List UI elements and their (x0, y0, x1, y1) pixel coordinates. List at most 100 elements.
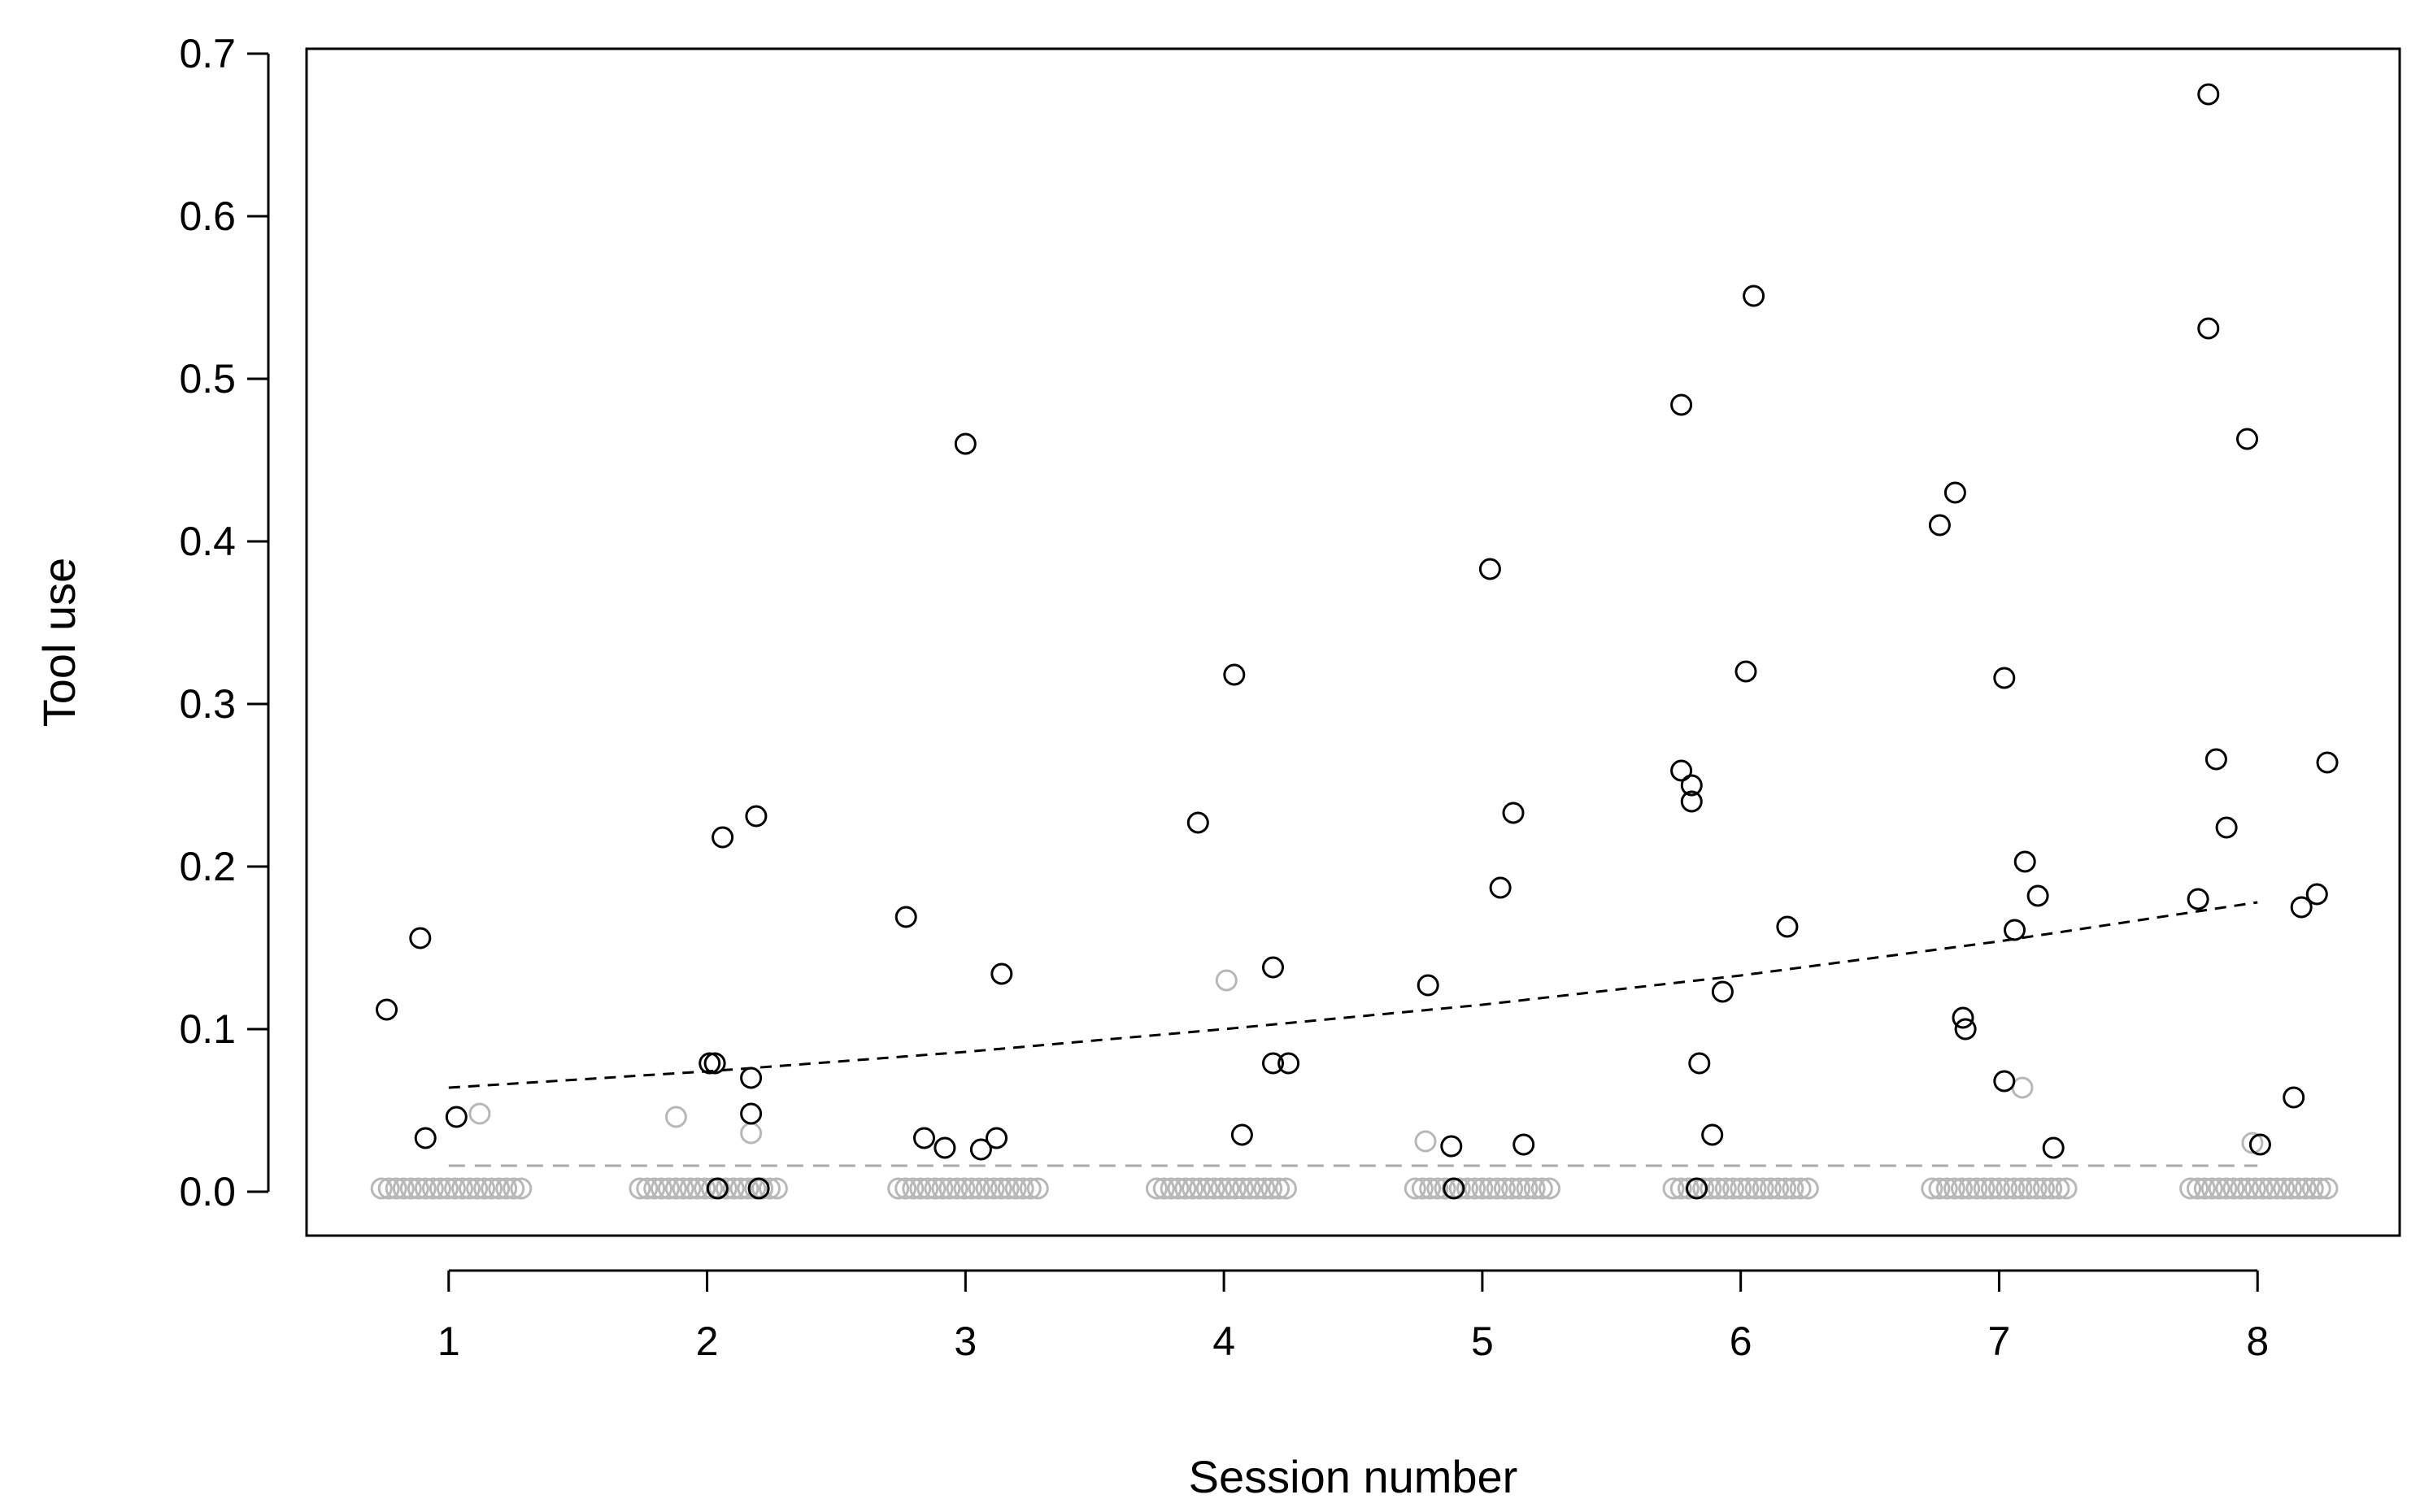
black-data-point (1954, 1018, 1977, 1041)
gray-zero-point (651, 1177, 672, 1200)
gray-zero-point (2179, 1177, 2202, 1200)
gray-zero-point (1146, 1177, 1168, 1200)
gray-zero-point (2040, 1177, 2063, 1200)
gray-zero-point (1692, 1177, 1715, 1200)
y-axis: 0.0 0.1 0.2 0.3 0.4 0.5 0.6 0.7 (179, 31, 270, 1214)
gray-zero-point (664, 1177, 687, 1200)
y-tick-label: 0.3 (179, 681, 236, 727)
gray-zero-point (1700, 1177, 1722, 1200)
gray-data-point (664, 1106, 687, 1128)
gray-zero-point (1004, 1177, 1027, 1200)
black-data-point (1670, 393, 1693, 416)
black-data-point (1943, 481, 1966, 504)
x-tick-label: 3 (954, 1319, 977, 1364)
gray-zero-point (1669, 1177, 1692, 1200)
gray-zero-point (1523, 1177, 1546, 1200)
x-tick-label: 5 (1471, 1319, 1494, 1364)
gray-zero-point (729, 1177, 752, 1200)
gray-zero-point (1246, 1177, 1269, 1200)
gray-zero-point (2309, 1177, 2331, 1200)
gray-zero-point (1174, 1177, 1197, 1200)
black-data-point (1440, 1135, 1463, 1158)
black-data-point (1512, 1133, 1535, 1156)
black-data-point (2290, 896, 2313, 919)
x-tick-label: 1 (437, 1319, 460, 1364)
gray-zero-point (938, 1177, 961, 1200)
gray-zero-point (694, 1177, 716, 1200)
black-data-point (409, 927, 432, 949)
black-data-point (740, 1067, 763, 1089)
gray-zero-point (1195, 1177, 1218, 1200)
y-tick-label: 0.0 (179, 1169, 236, 1214)
gray-zero-point (643, 1177, 666, 1200)
gray-zero-point (481, 1177, 503, 1200)
black-data-point (2316, 751, 2339, 774)
gray-zero-point (953, 1177, 976, 1200)
gray-zero-point (1471, 1177, 1494, 1200)
gray-zero-point (1253, 1177, 1276, 1200)
gray-zero-point (982, 1177, 1005, 1200)
gray-zero-point (1026, 1177, 1049, 1200)
gray-zero-point (1238, 1177, 1261, 1200)
black-data-point (1186, 811, 1209, 834)
black-data-point (2236, 428, 2258, 450)
gray-data-point (468, 1102, 491, 1125)
gray-zero-point (1225, 1177, 1247, 1200)
black-data-point (2283, 1086, 2305, 1109)
gray-zero-point (1943, 1177, 1965, 1200)
gray-zero-point (975, 1177, 998, 1200)
gray-zero-point (2215, 1177, 2238, 1200)
gray-zero-point (887, 1177, 910, 1200)
gray-zero-point (1434, 1177, 1456, 1200)
black-data-point (2248, 1133, 2271, 1156)
gray-zero-point (2048, 1177, 2070, 1200)
x-tick-label: 2 (696, 1319, 719, 1364)
gray-zero-point (2193, 1177, 2216, 1200)
black-data-point (934, 1136, 956, 1159)
gray-zero-point (429, 1177, 451, 1200)
black-series (376, 83, 2339, 1200)
gray-data-point (1215, 969, 1238, 992)
gray-zero-point (1996, 1177, 2018, 1200)
gray-zero-point (1730, 1177, 1752, 1200)
gray-zero-point (894, 1177, 917, 1200)
gray-zero-point (488, 1177, 511, 1200)
gray-zero-point (1759, 1177, 1782, 1200)
gray-zero-point (1516, 1177, 1539, 1200)
gray-zero-point (1274, 1177, 1297, 1200)
x-axis: 1 2 3 4 5 6 7 8 (437, 1269, 2269, 1364)
gray-zero-point (2237, 1177, 2259, 1200)
gray-zero-point (2230, 1177, 2252, 1200)
black-data-point (1701, 1123, 1724, 1146)
gray-zero-point (495, 1177, 518, 1200)
gray-zero-point (1012, 1177, 1034, 1200)
gray-zero-point (2280, 1177, 2303, 1200)
gray-zero-point (2251, 1177, 2274, 1200)
gray-zero-point (1965, 1177, 1988, 1200)
gray-zero-point (2187, 1177, 2209, 1200)
gray-data-point (1414, 1130, 1437, 1153)
gray-zero-point (2208, 1177, 2231, 1200)
gray-zero-point (1714, 1177, 1737, 1200)
gray-zero-point (909, 1177, 932, 1200)
black-data-point (1686, 1177, 1708, 1200)
black-data-point (414, 1127, 437, 1149)
gray-zero-point (421, 1177, 444, 1200)
gray-zero-point (1980, 1177, 2003, 1200)
black-data-point (1277, 1052, 1300, 1075)
black-data-point (969, 1138, 992, 1161)
x-tick-label: 6 (1730, 1319, 1752, 1364)
gray-zero-point (1662, 1177, 1685, 1200)
gray-zero-point (2258, 1177, 2281, 1200)
black-data-point (1502, 802, 1525, 824)
black-data-point (2013, 850, 2036, 873)
gray-zero-point (990, 1177, 1012, 1200)
black-data-point (2197, 83, 2220, 106)
gray-zero-point (759, 1177, 781, 1200)
gray-zero-point (2265, 1177, 2288, 1200)
gray-zero-point (2200, 1177, 2223, 1200)
black-data-point (2305, 883, 2328, 906)
gray-zero-point (1493, 1177, 1516, 1200)
gray-zero-point (1951, 1177, 1973, 1200)
gray-zero-point (1189, 1177, 1211, 1200)
